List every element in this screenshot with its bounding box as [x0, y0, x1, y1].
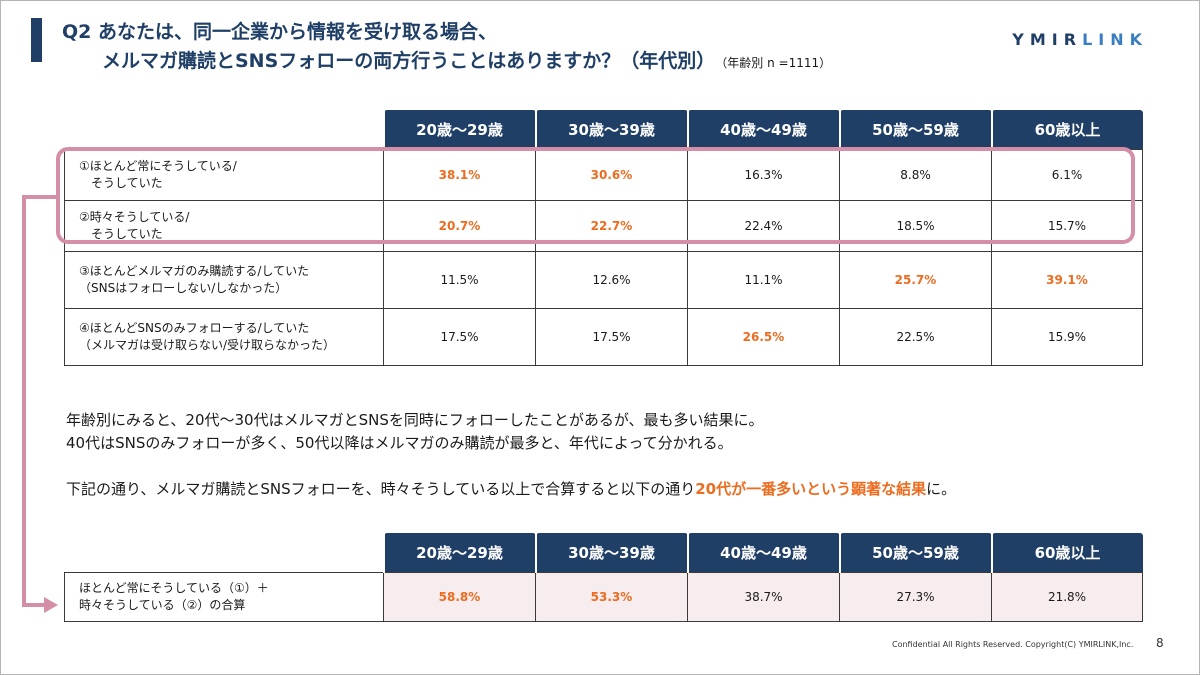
table-cell: 53.3%: [535, 572, 688, 622]
table-header-row: 20歳〜29歳 30歳〜39歳 40歳〜49歳 50歳〜59歳 60歳以上: [65, 110, 1143, 150]
table-cell: 17.5%: [383, 308, 536, 366]
copyright-footer: Confidential All Rights Reserved. Copyri…: [892, 640, 1134, 649]
table-cell: 27.3%: [839, 572, 992, 622]
connector-arrow-end: [22, 603, 46, 607]
header-age-30s: 30歳〜39歳: [534, 533, 688, 573]
header-age-20s: 20歳〜29歳: [382, 533, 536, 573]
table-cell: 25.7%: [839, 251, 992, 309]
table-row: ①ほとんど常にそうしている/ そうしていた 38.1% 30.6% 16.3% …: [64, 149, 1143, 201]
summary-line-1: 年齢別にみると、20代〜30代はメルマガとSNSを同時にフォローしたことがあるが…: [66, 411, 764, 429]
header-age-50s: 50歳〜59歳: [838, 533, 992, 573]
row-label: ③ほとんどメルマガのみ購読する/していた （SNSはフォローしない/しなかった）: [64, 251, 384, 309]
header-age-40s: 40歳〜49歳: [686, 533, 840, 573]
summary-line-3: 下記の通り、メルマガ購読とSNSフォローを、時々そうしている以上で合算すると以下…: [66, 478, 956, 501]
table-row: ④ほとんどSNSのみフォローする/していた （メルマガは受け取らない/受け取らなか…: [64, 308, 1143, 366]
row-label-line-2: （メルマガは受け取らない/受け取らなかった）: [79, 338, 336, 352]
age-breakdown-table: 20歳〜29歳 30歳〜39歳 40歳〜49歳 50歳〜59歳 60歳以上 ①ほ…: [64, 110, 1143, 366]
row-label-line-1: ②時々そうしている/: [79, 210, 190, 224]
row-label-line-2: 時々そうしている（②）の合算: [79, 598, 246, 612]
table-cell: 39.1%: [991, 251, 1143, 309]
summary-line-3-pre: 下記の通り、メルマガ購読とSNSフォローを、時々そうしている以上で合算すると以下…: [66, 480, 696, 498]
table-cell: 22.5%: [839, 308, 992, 366]
logo-part-2: LINK: [1082, 30, 1148, 49]
company-logo: YMIRLINK: [1012, 30, 1148, 49]
header-age-40s: 40歳〜49歳: [686, 110, 840, 150]
table-cell: 11.1%: [687, 251, 840, 309]
page-number: 8: [1156, 636, 1164, 650]
combined-total-table: 20歳〜29歳 30歳〜39歳 40歳〜49歳 50歳〜59歳 60歳以上 ほと…: [64, 533, 1143, 622]
header-blank: [65, 110, 384, 150]
row-label-line-1: ほとんど常にそうしている（①）＋: [79, 581, 269, 595]
connector-arrow-line: [22, 195, 26, 607]
table-cell: 15.9%: [991, 308, 1143, 366]
table-cell: 8.8%: [839, 149, 992, 201]
header-age-60plus: 60歳以上: [990, 533, 1143, 573]
table-cell: 11.5%: [383, 251, 536, 309]
table-header-row: 20歳〜29歳 30歳〜39歳 40歳〜49歳 50歳〜59歳 60歳以上: [65, 533, 1143, 573]
table-cell: 30.6%: [535, 149, 688, 201]
highlight-group-box: [56, 147, 1135, 244]
header-age-20s: 20歳〜29歳: [382, 110, 536, 150]
connector-arrow-start: [22, 195, 60, 199]
header-age-60plus: 60歳以上: [990, 110, 1143, 150]
row-label-line-2: （SNSはフォローしない/しなかった）: [79, 281, 288, 295]
table-cell: 12.6%: [535, 251, 688, 309]
header-age-50s: 50歳〜59歳: [838, 110, 992, 150]
table-row: ほとんど常にそうしている（①）＋ 時々そうしている（②）の合算 58.8% 53.…: [64, 572, 1143, 622]
slide-title: Q2 あなたは、同一企業から情報を受け取る場合、 メルマガ購読とSNSフォローの…: [62, 18, 831, 78]
row-label-line-2: そうしていた: [79, 176, 163, 190]
table-cell: 17.5%: [535, 308, 688, 366]
logo-part-1: YMIR: [1012, 30, 1083, 49]
summary-emphasis: 20代が一番多いという顕著な結果: [695, 480, 927, 498]
header-blank: [65, 533, 384, 573]
row-label: ほとんど常にそうしている（①）＋ 時々そうしている（②）の合算: [64, 572, 384, 622]
summary-line-3-post: に。: [926, 480, 957, 498]
table-cell: 38.1%: [383, 149, 536, 201]
arrow-head-icon: [44, 597, 58, 613]
sample-note: （年齢別 n =1111）: [721, 56, 832, 70]
table-cell: 21.8%: [991, 572, 1143, 622]
summary-line-2: 40代はSNSのみフォローが多く、50代以降はメルマガのみ購読が最多と、年代によ…: [66, 434, 733, 452]
row-label-line-2: そうしていた: [79, 227, 163, 241]
title-line-1: Q2 あなたは、同一企業から情報を受け取る場合、: [62, 21, 497, 43]
row-label: ④ほとんどSNSのみフォローする/していた （メルマガは受け取らない/受け取らなか…: [64, 308, 384, 366]
row-label-line-1: ③ほとんどメルマガのみ購読する/していた: [79, 264, 310, 278]
header-age-30s: 30歳〜39歳: [534, 110, 688, 150]
table-cell: 26.5%: [687, 308, 840, 366]
table-row: ③ほとんどメルマガのみ購読する/していた （SNSはフォローしない/しなかった） …: [64, 251, 1143, 309]
row-label: ①ほとんど常にそうしている/ そうしていた: [64, 149, 384, 201]
title-line-2-text: メルマガ購読とSNSフォローの両方行うことはありますか？（年代別）: [102, 50, 716, 72]
title-accent-bar: [31, 18, 42, 62]
row-label-line-1: ①ほとんど常にそうしている/: [79, 159, 237, 173]
row-label-line-1: ④ほとんどSNSのみフォローする/していた: [79, 321, 310, 335]
summary-text: 年齢別にみると、20代〜30代はメルマガとSNSを同時にフォローしたことがあるが…: [66, 409, 956, 501]
title-line-2: メルマガ購読とSNSフォローの両方行うことはありますか？（年代別） （年齢別 n …: [62, 47, 831, 78]
table-cell: 38.7%: [687, 572, 840, 622]
table-cell: 58.8%: [383, 572, 536, 622]
